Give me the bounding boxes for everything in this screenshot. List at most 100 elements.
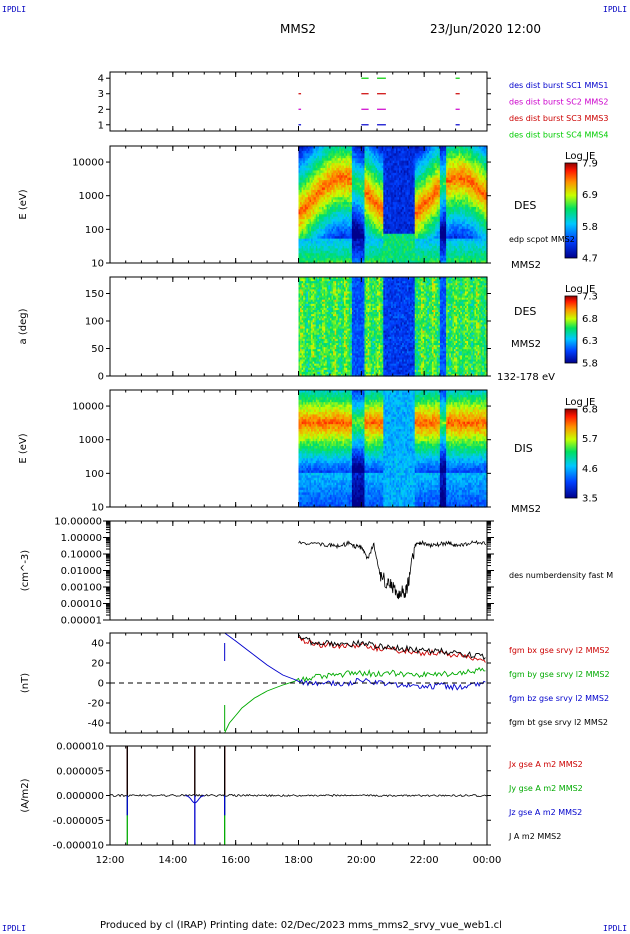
spectrogram-cell — [315, 233, 318, 237]
spectrogram-cell — [317, 148, 320, 152]
spectrogram-cell — [373, 228, 377, 232]
spectrogram-cell — [373, 258, 377, 262]
spectrogram-cell — [333, 206, 336, 210]
spectrogram-cell — [303, 241, 306, 245]
spectrogram-cell — [334, 231, 337, 235]
spectrogram-cell — [350, 233, 353, 237]
spectrogram-cell — [373, 231, 377, 235]
spectrogram-cell — [369, 228, 372, 232]
spectrogram-cell — [344, 226, 347, 230]
spectrogram-cell — [350, 160, 353, 164]
spectrogram-cell — [336, 253, 339, 257]
spectrogram-cell — [351, 192, 355, 196]
spectrogram-cell — [339, 245, 342, 249]
spectrogram-cell — [355, 192, 358, 196]
spectrogram-cell — [370, 150, 373, 154]
spectrogram-cell — [306, 197, 309, 201]
spectrogram-cell — [342, 238, 345, 242]
spectrogram-cell — [337, 172, 340, 176]
spectrogram-cell — [342, 199, 345, 203]
spectrogram-cell — [367, 187, 370, 191]
spectrogram-cell — [364, 163, 367, 167]
spectrogram-cell — [328, 155, 331, 159]
spectrogram-cell — [370, 165, 373, 169]
spectrogram-cell — [334, 153, 337, 157]
spectrogram-cell — [301, 253, 304, 257]
spectrogram-cell — [334, 199, 337, 203]
spectrogram-cell — [350, 187, 353, 191]
spectrogram-cell — [350, 202, 353, 206]
spectrogram-cell — [369, 238, 372, 242]
spectrogram-cell — [326, 189, 329, 193]
spectrogram-cell — [328, 158, 331, 162]
spectrogram-cell — [325, 243, 328, 247]
spectrogram-cell — [331, 226, 334, 230]
spectrogram-cell — [344, 241, 347, 245]
spectrogram-cell — [370, 172, 373, 176]
spectrogram-cell — [337, 241, 340, 245]
spectrogram-cell — [303, 224, 306, 228]
spectrogram-cell — [328, 172, 331, 176]
spectrogram-cell — [315, 180, 318, 184]
spectrogram-cell — [353, 187, 356, 191]
spectrogram-cell — [372, 209, 375, 213]
spectrogram-cell — [323, 248, 326, 252]
spectrogram-cell — [329, 224, 333, 228]
spectrogram-cell — [342, 177, 345, 181]
spectrogram-cell — [340, 204, 344, 208]
spectrogram-cell — [342, 192, 345, 196]
spectrogram-cell — [337, 216, 340, 220]
spectrogram-cell — [339, 248, 342, 252]
spectrogram-cell — [362, 182, 366, 186]
spectrogram-cell — [373, 172, 377, 176]
spectrogram-cell — [369, 231, 372, 235]
spectrogram-cell — [329, 202, 333, 206]
spectrogram-cell — [311, 226, 314, 230]
spectrogram-cell — [323, 241, 326, 245]
spectrogram-cell — [318, 163, 322, 167]
spectrogram-cell — [361, 250, 364, 254]
spectrogram-cell — [369, 219, 372, 223]
spectrogram-cell — [333, 182, 336, 186]
spectrogram-cell — [353, 192, 356, 196]
spectrogram-cell — [301, 250, 304, 254]
spectrogram-cell — [315, 248, 318, 252]
spectrogram-cell — [320, 253, 323, 257]
spectrogram-cell — [359, 224, 362, 228]
spectrogram-cell — [329, 148, 333, 152]
spectrogram-cell — [322, 258, 325, 262]
spectrogram-cell — [356, 214, 359, 218]
spectrogram-cell — [334, 150, 337, 154]
spectrogram-cell — [367, 255, 370, 259]
spectrogram-cell — [329, 197, 333, 201]
spectrogram-cell — [358, 148, 361, 152]
spectrogram-cell — [300, 182, 303, 186]
spectrogram-cell — [304, 248, 307, 252]
spectrogram-cell — [345, 199, 348, 203]
spectrogram-cell — [342, 231, 345, 235]
spectrogram-cell — [353, 206, 356, 210]
spectrogram-cell — [317, 185, 320, 189]
spectrogram-cell — [300, 202, 303, 206]
spectrogram-cell — [312, 170, 315, 174]
spectrogram-cell — [301, 216, 304, 220]
spectrogram-cell — [298, 250, 301, 254]
spectrogram-cell — [322, 177, 325, 181]
spectrogram-cell — [372, 206, 375, 210]
spectrogram-cell — [350, 231, 353, 235]
spectrogram-cell — [318, 228, 322, 232]
spectrogram-cell — [364, 241, 367, 245]
spectrogram-cell — [373, 204, 377, 208]
spectrogram-cell — [347, 175, 350, 179]
spectrogram-cell — [361, 165, 364, 169]
spectrogram-cell — [329, 187, 333, 191]
spectrogram-cell — [340, 197, 344, 201]
spectrogram-cell — [353, 214, 356, 218]
spectrogram-cell — [350, 209, 353, 213]
spectrogram-cell — [361, 167, 364, 171]
spectrogram-cell — [333, 170, 336, 174]
spectrogram-cell — [339, 228, 342, 232]
spectrogram-cell — [358, 243, 361, 247]
spectrogram-cell — [351, 241, 355, 245]
spectrogram-cell — [336, 160, 339, 164]
